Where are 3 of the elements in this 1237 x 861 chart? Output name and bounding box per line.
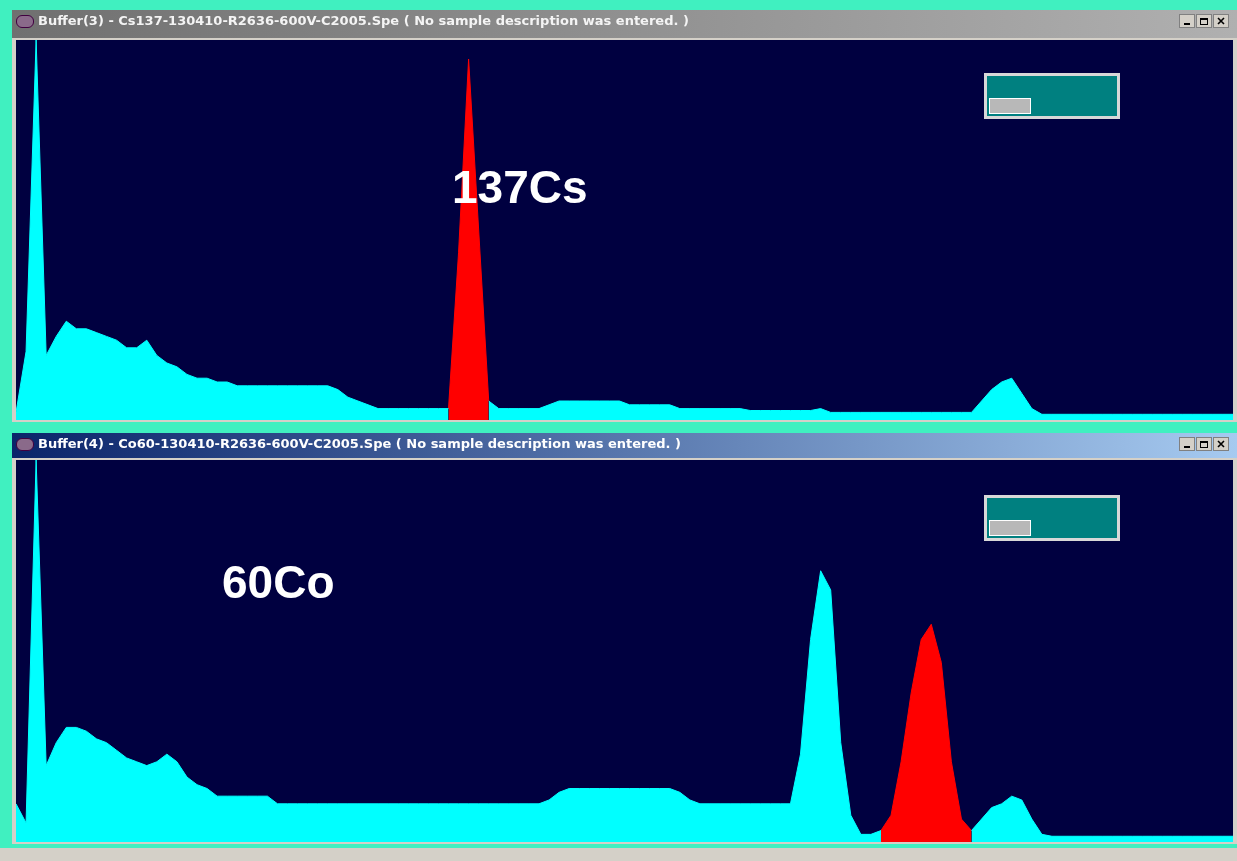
chart-title: Buffer(4) - Co60-130410-R2636-600V-C2005.Spe ( No sample description was entered. ) — [38, 436, 682, 451]
chart-title: Buffer(3) - Cs137-130410-R2636-600V-C2005.Spe ( No sample description was entered. ) — [38, 13, 689, 28]
annotation: 60Co — [222, 555, 335, 609]
